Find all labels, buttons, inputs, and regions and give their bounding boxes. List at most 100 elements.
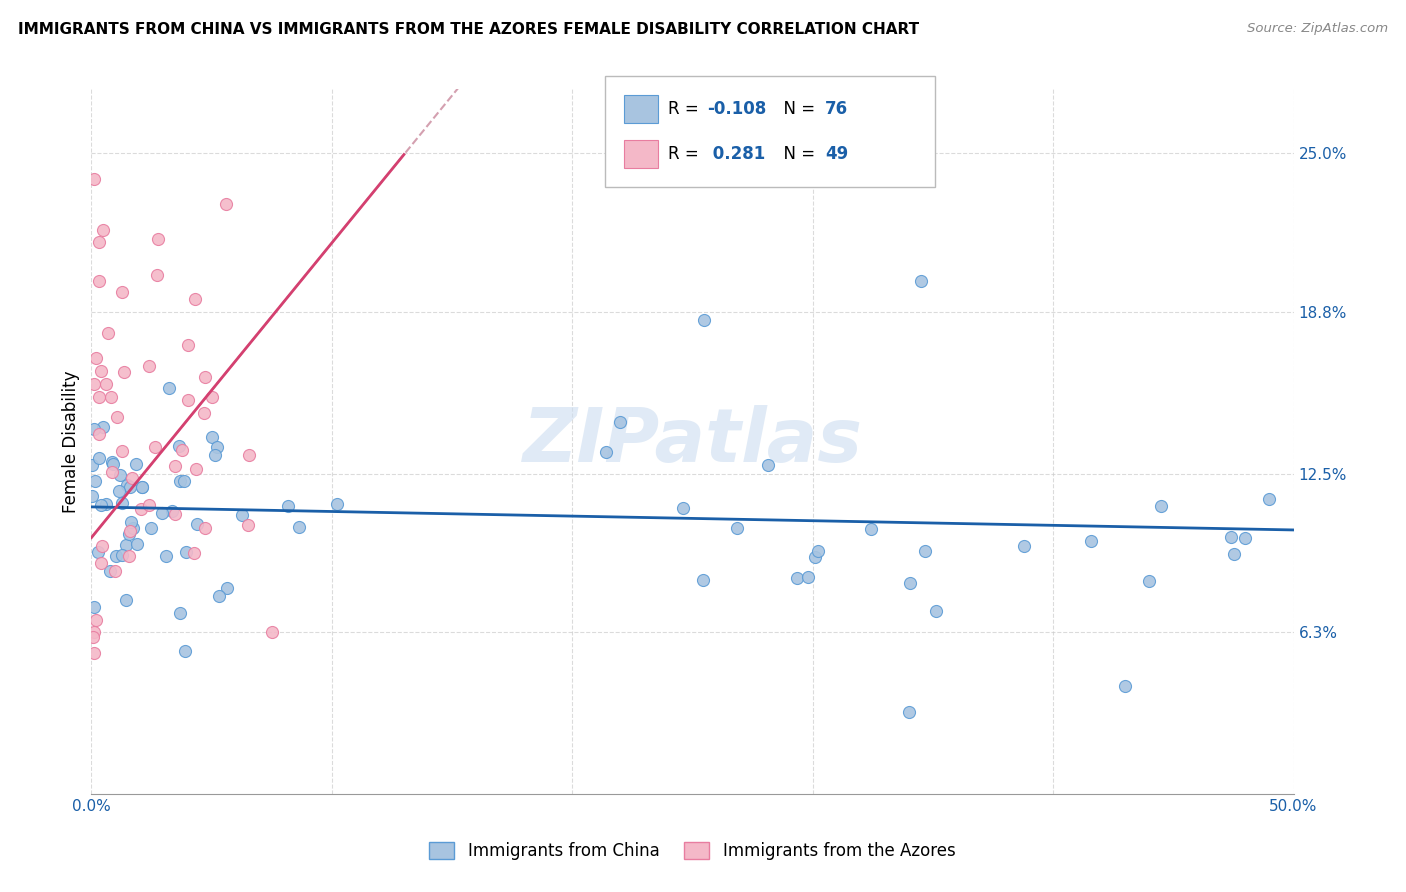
Point — [83, 422, 105, 436]
Point — [131, 480, 153, 494]
Point — [84, 351, 107, 366]
Text: R =: R = — [668, 100, 704, 118]
Point — [807, 544, 830, 558]
Point — [288, 520, 311, 534]
Point — [83, 646, 105, 660]
Point — [143, 440, 166, 454]
Point — [167, 439, 190, 453]
Point — [231, 508, 253, 523]
Point — [201, 390, 224, 404]
Point — [169, 606, 191, 620]
Point — [204, 448, 226, 462]
Point — [90, 498, 112, 512]
Point — [90, 364, 112, 378]
Point — [194, 521, 217, 535]
Text: R =: R = — [668, 145, 704, 163]
Point — [90, 556, 112, 570]
Point — [91, 539, 114, 553]
Point — [83, 625, 105, 640]
Point — [118, 524, 141, 538]
Point — [96, 497, 118, 511]
Point — [84, 613, 107, 627]
Point — [173, 474, 195, 488]
Point — [1137, 574, 1160, 589]
Point — [118, 526, 141, 541]
Point — [120, 515, 142, 529]
Point — [89, 235, 111, 250]
Text: -0.108: -0.108 — [707, 100, 766, 118]
Text: 76: 76 — [825, 100, 848, 118]
Point — [692, 573, 714, 587]
Point — [1234, 531, 1257, 545]
Point — [177, 392, 200, 407]
Point — [897, 705, 920, 719]
Point — [111, 443, 134, 458]
Point — [150, 506, 173, 520]
Point — [83, 376, 105, 391]
Point — [87, 545, 110, 559]
Point — [87, 390, 110, 404]
Point — [121, 471, 143, 485]
Point — [910, 274, 932, 288]
Point — [93, 223, 115, 237]
Point — [104, 564, 127, 578]
Point — [111, 549, 134, 563]
Point — [83, 172, 105, 186]
Point — [112, 365, 135, 379]
Point — [91, 419, 114, 434]
Point — [326, 497, 349, 511]
Point — [100, 390, 122, 404]
Point — [797, 570, 820, 584]
Point — [898, 576, 921, 591]
Point — [129, 502, 152, 516]
Point — [186, 517, 208, 532]
Point — [1220, 530, 1243, 544]
Point — [87, 426, 110, 441]
Point — [98, 564, 121, 578]
Point — [100, 455, 122, 469]
Point — [82, 489, 104, 503]
Point — [672, 501, 695, 516]
Point — [217, 581, 239, 595]
Legend: Immigrants from China, Immigrants from the Azores: Immigrants from China, Immigrants from t… — [423, 835, 962, 867]
Point — [155, 549, 177, 564]
Point — [157, 381, 180, 395]
Text: 0.281: 0.281 — [707, 145, 765, 163]
Point — [207, 440, 229, 454]
Point — [925, 604, 948, 618]
Point — [139, 521, 162, 535]
Point — [145, 268, 167, 282]
Point — [174, 545, 197, 559]
Point — [114, 538, 136, 552]
Point — [80, 458, 103, 472]
Point — [138, 359, 160, 374]
Point — [914, 544, 936, 558]
Point — [165, 459, 187, 474]
Point — [208, 589, 231, 603]
Point — [173, 644, 195, 658]
Point — [1114, 679, 1136, 693]
Point — [146, 232, 169, 246]
Point — [595, 445, 617, 459]
Point — [725, 521, 748, 535]
Point — [101, 465, 124, 479]
Point — [117, 549, 139, 563]
Point — [609, 415, 631, 429]
Point — [138, 498, 160, 512]
Point — [804, 550, 827, 565]
Point — [183, 546, 205, 560]
Point — [860, 522, 883, 536]
Point — [238, 448, 260, 462]
Point — [131, 480, 153, 494]
Point — [83, 600, 105, 615]
Point — [169, 474, 191, 488]
Point — [1223, 547, 1246, 561]
Text: N =: N = — [773, 100, 821, 118]
Point — [1080, 534, 1102, 549]
Point — [125, 458, 148, 472]
Point — [117, 478, 139, 492]
Point — [118, 480, 141, 494]
Point — [108, 484, 131, 499]
Point — [122, 521, 145, 535]
Point — [260, 625, 283, 640]
